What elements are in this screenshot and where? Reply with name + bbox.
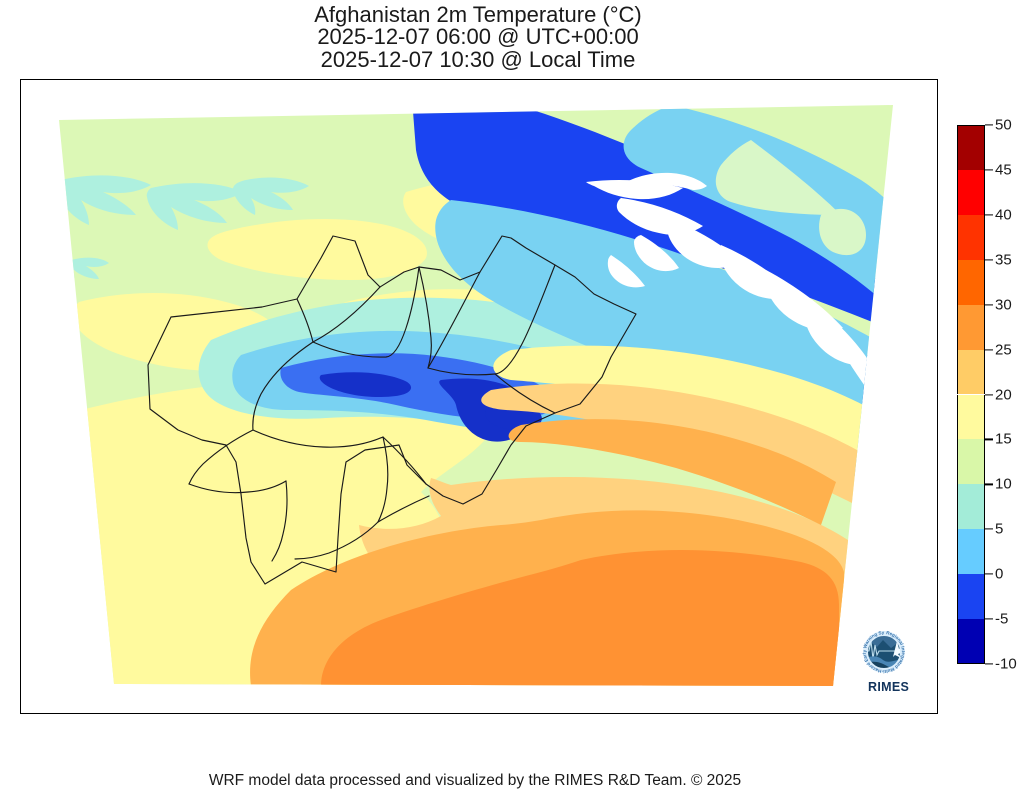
svg-text:RIMES: RIMES [868, 680, 909, 694]
